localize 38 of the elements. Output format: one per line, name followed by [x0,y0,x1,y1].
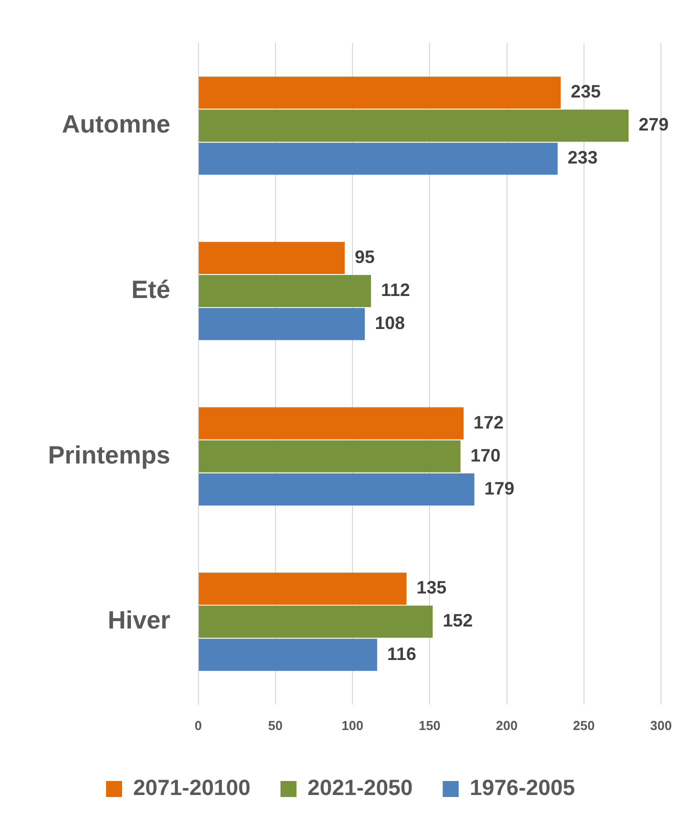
x-tick-label: 300 [650,718,672,733]
y-tick-label: Printemps [48,441,170,470]
data-label: 108 [374,313,405,334]
legend-label: 1976-2005 [470,775,575,800]
y-tick-label: Hiver [108,606,171,635]
data-label: 135 [416,578,447,598]
data-label: 279 [638,114,669,135]
data-label: 95 [354,246,375,267]
x-tick-label: 150 [418,718,440,733]
y-tick-label: Eté [131,276,170,304]
data-label: 179 [484,478,514,498]
bar [198,638,378,671]
data-label: 170 [470,445,501,466]
x-tick-label: 200 [496,718,518,733]
data-label: 112 [381,280,410,300]
bar [198,473,474,506]
bar [198,76,561,109]
bar [198,572,406,605]
data-label: 152 [442,610,473,631]
data-label: 172 [474,412,504,432]
bar [198,274,372,308]
bar [198,242,345,274]
bar [198,407,464,440]
x-tick-label: 50 [268,718,283,733]
bar [198,308,365,340]
bar [198,142,558,175]
y-tick-label: Automne [62,110,170,139]
x-tick-label: 0 [194,718,202,733]
bar [198,440,460,472]
bar [198,606,433,638]
data-label: 235 [570,82,601,102]
legend-label: 2021-2050 [308,775,413,800]
bar [198,110,629,142]
x-tick-label: 100 [342,718,364,733]
data-label: 116 [387,644,416,664]
data-label: 233 [568,148,598,168]
x-tick-label: 250 [573,718,595,733]
legend-label: 2071-20100 [133,775,251,800]
